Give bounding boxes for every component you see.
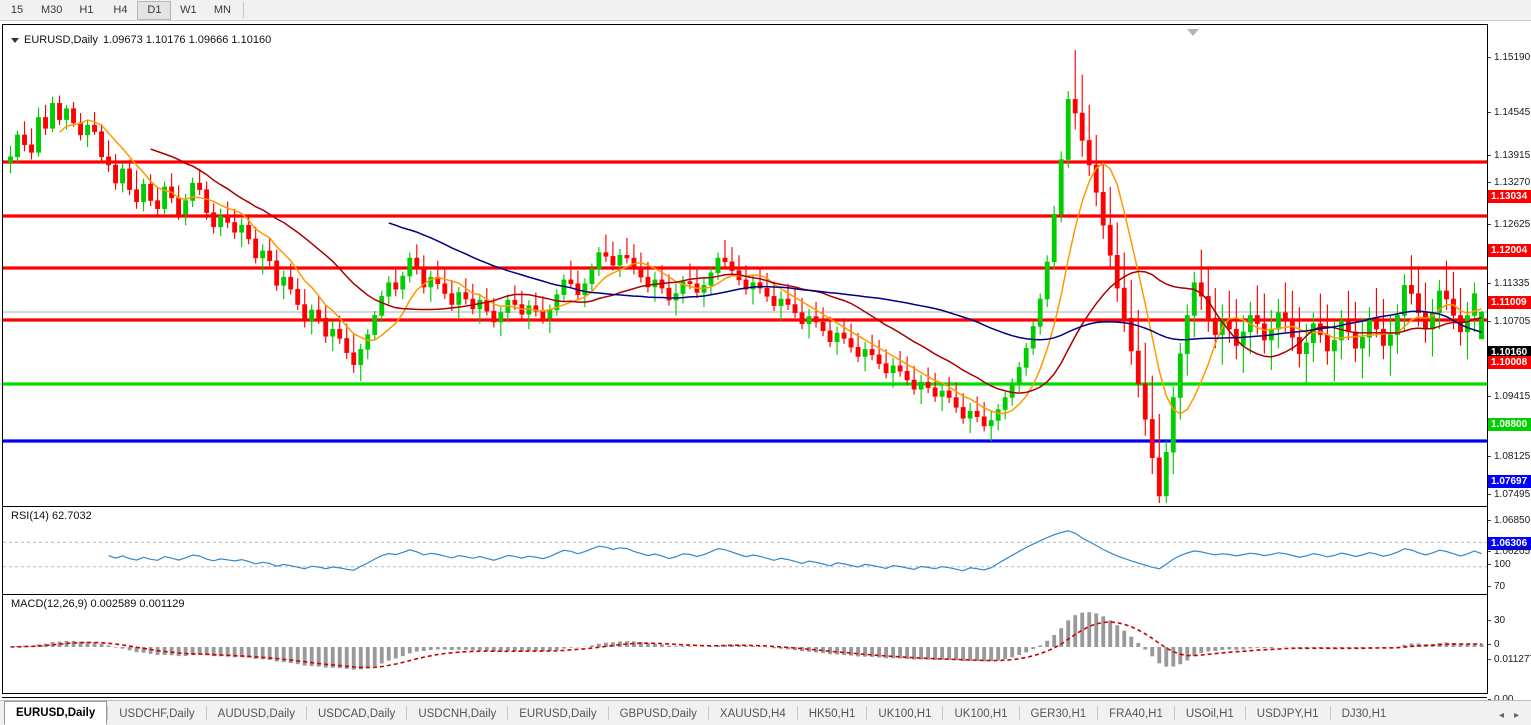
chart-tab-fra40-h1[interactable]: FRA40,H1 (1109, 708, 1163, 720)
symbol-period-label: EURUSD,Daily (24, 34, 98, 46)
timeframe-button-h4[interactable]: H4 (113, 4, 128, 16)
tab-navigation: ◂ ▸ (1499, 710, 1531, 725)
chart-canvas-border[interactable]: EURUSD,Daily 1.09673 1.10176 1.09666 1.1… (2, 24, 1487, 694)
macd-tick-0011277: 0.011277 (1488, 653, 1531, 666)
price-tick-106205: 1.06205 (1488, 545, 1531, 558)
tab-divider (1018, 705, 1020, 720)
chart-frame: EURUSD,Daily 1.09673 1.10176 1.09666 1.1… (0, 21, 1531, 725)
timeframe-button-w1[interactable]: W1 (180, 4, 197, 16)
candlestick-plot (3, 50, 1487, 503)
price-tick-109415: 1.09415 (1488, 390, 1531, 403)
price-axis[interactable]: 1.15190 1.14545 1.13915 1.13270 1.13034 1.126… (1487, 24, 1531, 725)
chart-tab-usdcad-daily[interactable]: USDCAD,Daily (317, 708, 396, 720)
rsi-plot (3, 530, 1487, 572)
chart-tab-usdchf-daily[interactable]: USDCHF,Daily (119, 708, 195, 720)
timeframe-toolbar: 15 M30 H1 H4 D1 W1 MN (0, 0, 1531, 21)
tab-divider (107, 705, 109, 720)
tab-divider (707, 705, 709, 720)
tab-divider (1329, 705, 1331, 720)
chart-tab-eurusd-daily[interactable]: EURUSD,Daily (4, 701, 108, 725)
timeframe-button-mn[interactable]: MN (213, 4, 231, 16)
price-tick-110705: 1.10705 (1488, 315, 1531, 328)
chart-tab-bar: EURUSD,Daily USDCHF,Daily AUDUSD,Daily USDC… (0, 700, 1531, 725)
symbol-ohlc-header: EURUSD,Daily 1.09673 1.10176 1.09666 1.1… (11, 34, 271, 46)
price-tick-106306[interactable]: 1.06306 (1488, 537, 1531, 550)
timeframe-button-h1[interactable]: H1 (79, 4, 94, 16)
price-tick-107697[interactable]: 1.07697 (1488, 475, 1531, 488)
chevron-down-icon[interactable] (11, 37, 19, 43)
rsi-tick-100: 100 (1488, 558, 1531, 571)
price-pane[interactable] (3, 25, 1487, 503)
tab-divider (205, 705, 207, 720)
chart-tab-ger30-h1[interactable]: GER30,H1 (1030, 708, 1087, 720)
timeframe-button-m30[interactable]: M30 (41, 4, 63, 16)
price-tick-107495: 1.07495 (1488, 488, 1531, 501)
price-tick-112004[interactable]: 1.12004 (1488, 244, 1531, 257)
price-tick-110160[interactable]: 1.10160 (1488, 346, 1531, 359)
macd-tick-000: 0.00 (1488, 693, 1531, 706)
price-tick-108125: 1.08125 (1488, 450, 1531, 463)
rsi-label: RSI(14) 62.7032 (9, 510, 94, 522)
price-tick-111009[interactable]: 1.11009 (1488, 296, 1531, 309)
chart-tab-usoil-h1[interactable]: USOil,H1 (1185, 708, 1234, 720)
price-tick-114545: 1.14545 (1488, 106, 1531, 119)
price-tick-115190: 1.15190 (1488, 51, 1531, 64)
rsi-pane[interactable]: RSI(14) 62.7032 (3, 506, 1487, 591)
chart-tab-xauusd-h4[interactable]: XAUUSD,H4 (719, 708, 786, 720)
price-tick-112625: 1.12625 (1488, 218, 1531, 231)
price-tick-111335: 1.11335 (1488, 277, 1531, 290)
price-tick-113270: 1.13270 (1488, 176, 1531, 189)
price-tick-113915: 1.13915 (1488, 149, 1531, 162)
tab-divider (1244, 705, 1246, 720)
rsi-tick-30: 30 (1488, 614, 1531, 627)
tab-divider (942, 705, 944, 720)
chart-tab-audusd-daily[interactable]: AUDUSD,Daily (217, 708, 295, 720)
tab-divider (406, 705, 408, 720)
tab-prev-arrow[interactable]: ◂ (1498, 710, 1504, 721)
macd-pane[interactable]: MACD(12,26,9) 0.002589 0.001129 (3, 594, 1487, 680)
chart-tab-dj30-h1[interactable]: DJ30,H1 (1341, 708, 1387, 720)
rsi-tick-0: 0 (1488, 638, 1531, 651)
ohlc-values: 1.09673 1.10176 1.09666 1.10160 (102, 34, 272, 46)
price-tick-110008[interactable]: 1.10008 (1488, 356, 1531, 369)
timeframe-button-15[interactable]: 15 (10, 4, 24, 16)
tab-divider (607, 705, 609, 720)
chart-shift-anchor[interactable] (1187, 29, 1199, 36)
chart-tab-uk100-h1[interactable]: UK100,H1 (954, 708, 1008, 720)
tab-divider (796, 705, 798, 720)
tab-next-arrow[interactable]: ▸ (1513, 710, 1519, 721)
macd-label: MACD(12,26,9) 0.002589 0.001129 (9, 598, 187, 610)
price-tick-113034[interactable]: 1.13034 (1488, 190, 1531, 203)
rsi-tick-70: 70 (1488, 580, 1531, 593)
tab-divider (305, 705, 307, 720)
chart-tab-uk100-h1[interactable]: UK100,H1 (878, 708, 932, 720)
chart-tab-usdcnh-daily[interactable]: USDCNH,Daily (418, 708, 497, 720)
tab-divider (1173, 705, 1175, 720)
chart-tab-usdjpy-h1[interactable]: USDJPY,H1 (1256, 708, 1319, 720)
tab-divider (1097, 705, 1099, 720)
price-tick-106850: 1.06850 (1488, 514, 1531, 527)
chart-tab-hk50-h1[interactable]: HK50,H1 (808, 708, 856, 720)
timeframe-button-d1[interactable]: D1 (137, 0, 172, 20)
price-tick-108800[interactable]: 1.08800 (1488, 418, 1531, 431)
tab-divider (866, 705, 868, 720)
tab-divider (507, 705, 509, 720)
macd-plot (10, 612, 1484, 670)
toolbar-separator (243, 2, 245, 18)
chart-tab-gbpusd-daily[interactable]: GBPUSD,Daily (619, 708, 697, 720)
chart-tab-eurusd-daily[interactable]: EURUSD,Daily (519, 708, 597, 720)
